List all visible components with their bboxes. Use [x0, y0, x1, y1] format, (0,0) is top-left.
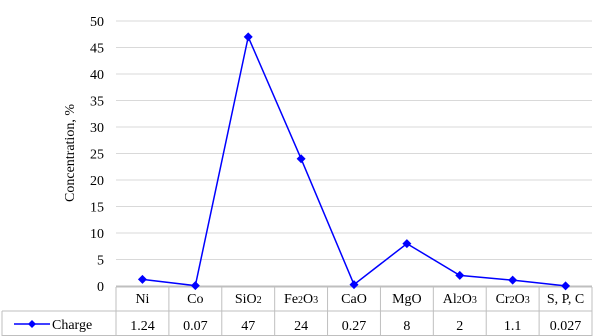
data-point — [508, 275, 518, 285]
x-tick-label: Co — [187, 292, 203, 307]
data-point — [561, 281, 571, 291]
x-tick-label: Cr2O3 — [496, 292, 530, 307]
data-point — [190, 281, 200, 291]
data-point — [455, 270, 465, 280]
series-charge — [137, 32, 571, 291]
y-tick-label: 25 — [90, 148, 104, 163]
x-tick-label: Fe2O3 — [284, 292, 318, 307]
legend-key-charge — [14, 320, 50, 328]
data-point — [402, 239, 412, 249]
data-point — [296, 154, 306, 164]
y-axis-ticks: 0 5 10 15 20 25 30 35 40 45 50 — [90, 15, 104, 295]
y-tick-label: 0 — [97, 280, 104, 295]
y-tick-label: 45 — [90, 42, 104, 57]
y-tick-label: 50 — [90, 15, 104, 30]
data-point — [137, 274, 147, 284]
data-table-value: 0.07 — [183, 319, 208, 334]
data-table-value: 24 — [294, 319, 308, 334]
y-axis-label: Concentration, % — [63, 104, 78, 202]
x-tick-label: SiO2 — [235, 292, 262, 307]
data-point — [349, 280, 359, 290]
data-table-value: 0.27 — [342, 319, 367, 334]
x-tick-label: S, P, C — [547, 292, 584, 307]
x-tick-label: Al2O3 — [443, 292, 477, 307]
legend-label: Charge — [52, 318, 92, 333]
y-tick-label: 35 — [90, 95, 104, 110]
data-table-value: 47 — [241, 319, 255, 334]
data-table-value: 1.1 — [504, 319, 522, 334]
x-tick-label: Ni — [135, 292, 149, 307]
data-table-value: 1.24 — [130, 319, 155, 334]
y-tick-label: 15 — [90, 201, 104, 216]
x-tick-label: CaO — [341, 292, 367, 307]
gridlines — [116, 20, 592, 287]
data-table-value: 2 — [456, 319, 463, 334]
data-table-value: 0.027 — [550, 319, 582, 334]
y-tick-label: 5 — [97, 254, 104, 269]
y-tick-label: 40 — [90, 68, 104, 83]
x-tick-label: MgO — [392, 292, 422, 307]
data-table-value: 8 — [403, 319, 410, 334]
y-tick-label: 30 — [90, 121, 104, 136]
y-tick-label: 10 — [90, 227, 104, 242]
y-tick-label: 20 — [90, 174, 104, 189]
data-table: Ni Co SiO2 Fe2O3 CaO MgO Al2O3 Cr2O3 S, P, C Char… — [1, 286, 593, 336]
data-point — [243, 32, 253, 42]
